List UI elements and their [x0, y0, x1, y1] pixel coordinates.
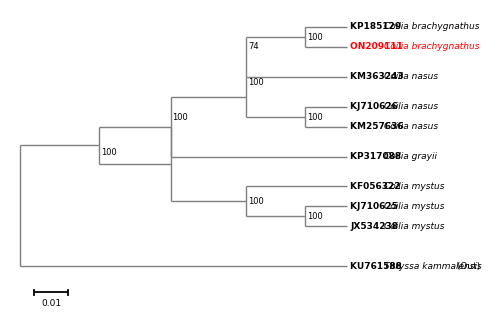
Text: KJ710625: KJ710625: [350, 202, 402, 211]
Text: 0.01: 0.01: [41, 299, 61, 308]
Text: Coilia grayii: Coilia grayii: [384, 152, 436, 161]
Text: KM257636: KM257636: [350, 122, 407, 131]
Text: KP317088: KP317088: [350, 152, 405, 161]
Text: Coilia nasus: Coilia nasus: [384, 122, 438, 131]
Text: 100: 100: [248, 197, 264, 206]
Text: Coilia mystus: Coilia mystus: [384, 202, 444, 211]
Text: Coilia brachygnathus: Coilia brachygnathus: [384, 42, 479, 51]
Text: JX534238: JX534238: [350, 222, 402, 231]
Text: 100: 100: [307, 212, 322, 221]
Text: Thryssa kammalensis: Thryssa kammalensis: [384, 262, 482, 271]
Text: Coilia brachygnathus: Coilia brachygnathus: [384, 22, 479, 31]
Text: KP185129: KP185129: [350, 22, 405, 31]
Text: KF056322: KF056322: [350, 182, 404, 191]
Text: KM363243: KM363243: [350, 72, 407, 81]
Text: ON209111: ON209111: [350, 42, 406, 51]
Text: KJ710626: KJ710626: [350, 102, 402, 111]
Text: 74: 74: [248, 42, 258, 51]
Text: KU761588: KU761588: [350, 262, 406, 271]
Text: Coilia nasus: Coilia nasus: [384, 72, 438, 81]
Text: 100: 100: [101, 147, 117, 157]
Text: 100: 100: [248, 78, 264, 87]
Text: Coilia mystus: Coilia mystus: [384, 182, 444, 191]
Text: Coilia nasus: Coilia nasus: [384, 102, 438, 111]
Text: 100: 100: [172, 113, 188, 122]
Text: Coilia mystus: Coilia mystus: [384, 222, 444, 231]
Text: 100: 100: [307, 33, 322, 42]
Text: (Out): (Out): [454, 262, 480, 271]
Text: 100: 100: [307, 113, 322, 122]
